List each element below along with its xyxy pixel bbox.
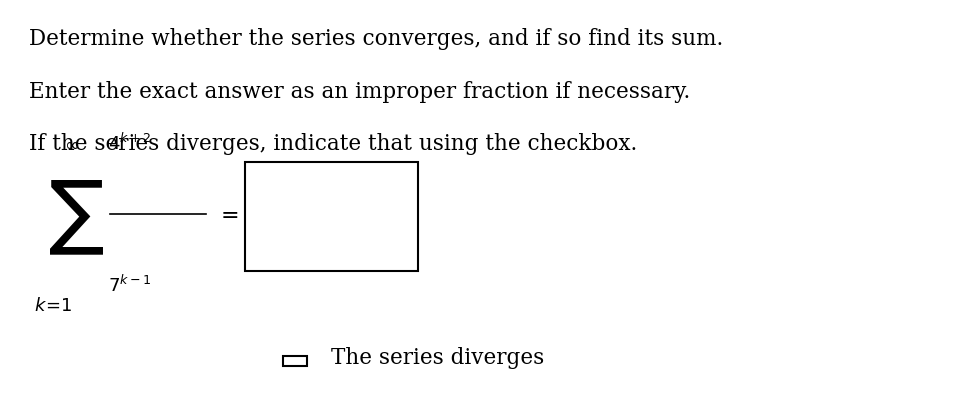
FancyBboxPatch shape <box>245 162 418 271</box>
FancyBboxPatch shape <box>283 356 307 366</box>
Text: $k\!=\!1$: $k\!=\!1$ <box>34 297 72 315</box>
Text: Determine whether the series converges, and if so find its sum.: Determine whether the series converges, … <box>29 28 723 50</box>
Text: =: = <box>221 205 239 227</box>
Text: $\infty$: $\infty$ <box>64 135 80 154</box>
Text: $7^{k-1}$: $7^{k-1}$ <box>108 275 152 296</box>
Text: The series diverges: The series diverges <box>331 347 544 368</box>
Text: $4^{k+2}$: $4^{k+2}$ <box>108 133 151 154</box>
Text: Enter the exact answer as an improper fraction if necessary.: Enter the exact answer as an improper fr… <box>29 81 690 103</box>
Text: $\sum$: $\sum$ <box>48 179 104 257</box>
Text: If the series diverges, indicate that using the checkbox.: If the series diverges, indicate that us… <box>29 133 637 155</box>
